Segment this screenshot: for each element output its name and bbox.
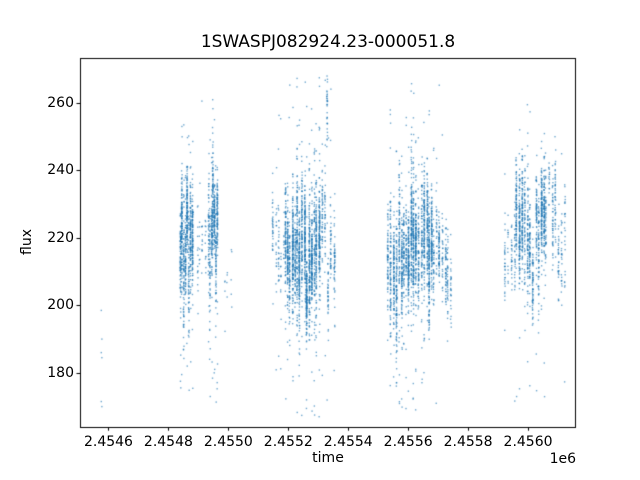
y-tick-label: 260 [47,94,74,111]
x-tick-label: 2.4556 [383,434,433,450]
x-tick-label: 2.4552 [263,434,313,450]
chart-title: 1SWASPJ082924.23-000051.8 [200,32,456,52]
x-axis-label: time [312,450,344,466]
x-tick-label: 2.4560 [503,434,553,450]
x-tick-label: 2.4554 [323,434,373,450]
y-tick-label: 200 [47,297,74,314]
y-tick-label: 220 [47,229,74,246]
x-axis-offset-label: 1e6 [549,451,576,467]
x-tick-label: 2.4558 [443,434,493,450]
y-tick-label: 240 [47,162,74,179]
x-tick-label: 2.4548 [143,434,193,450]
y-tick-label: 180 [47,364,74,381]
x-tick-label: 2.4546 [83,434,133,450]
x-tick-label: 2.4550 [203,434,253,450]
